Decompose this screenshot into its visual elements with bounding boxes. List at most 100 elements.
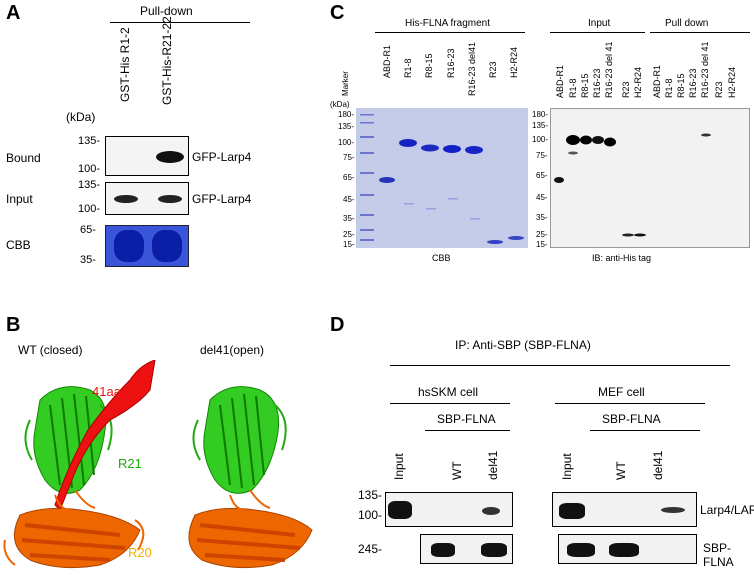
cbb-gel-a [105, 225, 189, 267]
larp4-band-input-2 [559, 503, 585, 519]
ib-lane-11: R16-23 del 41 [700, 41, 710, 98]
cbb-band-1 [114, 230, 144, 262]
d-lane-del41-2: del41 [651, 450, 665, 480]
ib-m100: 100- [532, 135, 549, 144]
his-bracket [375, 32, 525, 33]
larp4-band-input-1 [388, 501, 412, 519]
cbb-c-m75: 75- [343, 153, 355, 162]
ib-lane-10: R16-23 [688, 68, 698, 98]
d-lane-input-1: Input [392, 453, 406, 480]
ib-m75: 75- [536, 151, 548, 160]
d-marker-135: 135- [358, 488, 383, 502]
bound-marker-100: 100- [78, 163, 101, 175]
input-marker-135: 135- [78, 179, 101, 191]
cbb-c-m180: 180- [338, 110, 355, 119]
ib-lane-0: ABD-R1 [555, 64, 565, 98]
pulldown-bracket-c [650, 32, 750, 33]
ib-m25: 25- [536, 230, 548, 239]
d-lane-wt-1: WT [450, 461, 464, 480]
ib-m15: 15- [536, 240, 548, 249]
mef-bracket [555, 403, 705, 404]
d-lane-wt-2: WT [614, 461, 628, 480]
sbp-band-del41-2 [609, 543, 639, 557]
pulldown-header: Pull-down [140, 4, 193, 18]
cbb-marker-65: 65- [80, 224, 96, 236]
aa41-label: 41aa [92, 384, 121, 399]
sbp-band-wt-2 [567, 543, 595, 557]
cbb-gel-c-bands [360, 114, 524, 244]
ib-m35: 35- [536, 213, 548, 222]
lane-label-r21-22: GST-His-R21-22 [160, 16, 174, 105]
panel-b-letter: B [6, 314, 21, 336]
input-band-2 [158, 195, 182, 203]
cbb-c-m35: 35- [343, 214, 355, 223]
cbb-lane-5: R23 [488, 61, 498, 78]
ib-m135: 135- [532, 121, 549, 130]
marker-lane-label: Marker [341, 71, 350, 96]
ib-caption: IB: anti-His tag [592, 253, 652, 263]
sbp-blot-mef [558, 534, 697, 564]
input-target: GFP-Larp4 [192, 192, 252, 206]
cbb-c-m100: 100- [338, 138, 355, 147]
ib-lane-13: H2-R24 [727, 66, 737, 98]
sbp-label: SBP-FLNA [703, 541, 734, 569]
larp4-band-del41-2 [661, 507, 685, 513]
del41-structure [188, 386, 313, 569]
cbb-lane-3: R16-23 [446, 48, 456, 78]
mef-label: MEF cell [598, 385, 645, 399]
cbb-marker-35: 35- [80, 254, 96, 266]
cbb-lane-1: R1-8 [403, 58, 413, 78]
ib-lane-7: ABD-R1 [652, 64, 662, 98]
ib-lane-9: R8-15 [676, 73, 686, 98]
d-lane-input-2: Input [560, 453, 574, 480]
ib-m65: 65- [536, 171, 548, 180]
ib-lane-5: R23 [621, 81, 631, 98]
cbb-c-m15: 15- [343, 240, 355, 249]
cbb-c-m45: 45- [343, 195, 355, 204]
input-header: Input [588, 18, 611, 29]
panel-a-letter: A [6, 2, 21, 24]
ib-lane-2: R8-15 [580, 73, 590, 98]
input-label: Input [6, 192, 33, 206]
cbb-lane-0: ABD-R1 [382, 44, 392, 78]
kda-unit-c: (kDa) [330, 100, 350, 109]
sbp-flna-header-2: SBP-FLNA [602, 412, 661, 426]
r20-label: R20 [128, 545, 152, 560]
bound-band [156, 151, 184, 163]
cbb-lane-4: R16-23 del41 [467, 41, 477, 96]
wt-label: WT (closed) [18, 343, 83, 357]
input-bracket [550, 32, 645, 33]
larp4-label-text: Larp4/LARP4 [700, 503, 754, 517]
cbb-lane-6: H2-R24 [509, 46, 519, 78]
sbp-bracket-1 [425, 430, 510, 431]
sbp-blot-hsskm [420, 534, 513, 564]
ip-bracket [390, 365, 730, 366]
hsskm-label: hsSKM cell [418, 385, 479, 399]
ib-lane-6: H2-R24 [633, 66, 643, 98]
bound-blot [105, 136, 189, 176]
d-marker-100: 100- [358, 508, 383, 522]
hsskm-bracket [390, 403, 510, 404]
cbb-c-m65: 65- [343, 173, 355, 182]
cbb-label-a: CBB [6, 238, 31, 252]
ib-lane-4: R16-23 del 41 [604, 41, 614, 98]
ip-title: IP: Anti-SBP (SBP-FLNA) [455, 338, 591, 352]
kda-unit: (kDa) [66, 110, 96, 124]
ib-lane-12: R23 [714, 81, 724, 98]
d-lane-del41-1: del41 [486, 450, 500, 480]
panel-c-letter: C [330, 2, 345, 24]
del41-label: del41(open) [200, 343, 265, 357]
bound-marker-135: 135- [78, 135, 101, 147]
panel-d-letter: D [330, 314, 345, 336]
pulldown-bracket [110, 22, 250, 23]
input-blot [105, 182, 189, 215]
bound-target: GFP-Larp4 [192, 150, 252, 164]
larp4-blot-hsskm [385, 492, 513, 527]
ib-blot-bands [554, 133, 711, 237]
bound-label: Bound [6, 151, 41, 165]
ib-m45: 45- [536, 193, 548, 202]
sbp-bracket-2 [590, 430, 700, 431]
ib-blot [550, 108, 750, 248]
larp4-band-del41-1 [482, 507, 500, 515]
cbb-c-m135: 135- [338, 122, 355, 131]
